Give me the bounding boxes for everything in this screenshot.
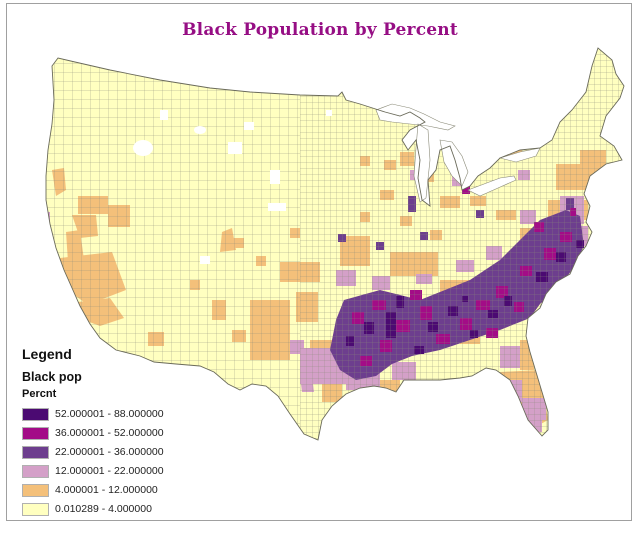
legend-label: 0.010289 - 4.000000 xyxy=(55,503,152,515)
map-title: Black Population by Percent xyxy=(182,20,458,40)
legend-item: 0.010289 - 4.000000 xyxy=(22,500,222,518)
legend-label: 36.000001 - 52.000000 xyxy=(55,427,164,439)
legend-label: 12.000001 - 22.000000 xyxy=(55,465,164,477)
legend-label: 4.000001 - 12.000000 xyxy=(55,484,158,496)
legend-label: 52.000001 - 88.000000 xyxy=(55,408,164,420)
legend: Legend Black pop Percnt 52.000001 - 88.0… xyxy=(22,346,222,519)
legend-swatch-12-22 xyxy=(22,464,49,478)
legend-field-name: Percnt xyxy=(22,388,57,400)
legend-swatch-36-52 xyxy=(22,426,49,440)
legend-item: 36.000001 - 52.000000 xyxy=(22,424,222,442)
legend-item: 22.000001 - 36.000000 xyxy=(22,443,222,461)
legend-swatch-22-36 xyxy=(22,445,49,459)
legend-label: 22.000001 - 36.000000 xyxy=(55,446,164,458)
legend-heading: Legend xyxy=(22,346,72,362)
great-lakes xyxy=(375,103,541,203)
legend-swatch-52-88 xyxy=(22,407,49,421)
legend-swatch-0-4 xyxy=(22,502,49,516)
nodata-areas xyxy=(133,110,332,264)
legend-item: 52.000001 - 88.000000 xyxy=(22,405,222,423)
legend-item: 4.000001 - 12.000000 xyxy=(22,481,222,499)
legend-item: 12.000001 - 22.000000 xyxy=(22,462,222,480)
legend-layer-name: Black pop xyxy=(22,370,82,384)
legend-swatch-4-12 xyxy=(22,483,49,497)
